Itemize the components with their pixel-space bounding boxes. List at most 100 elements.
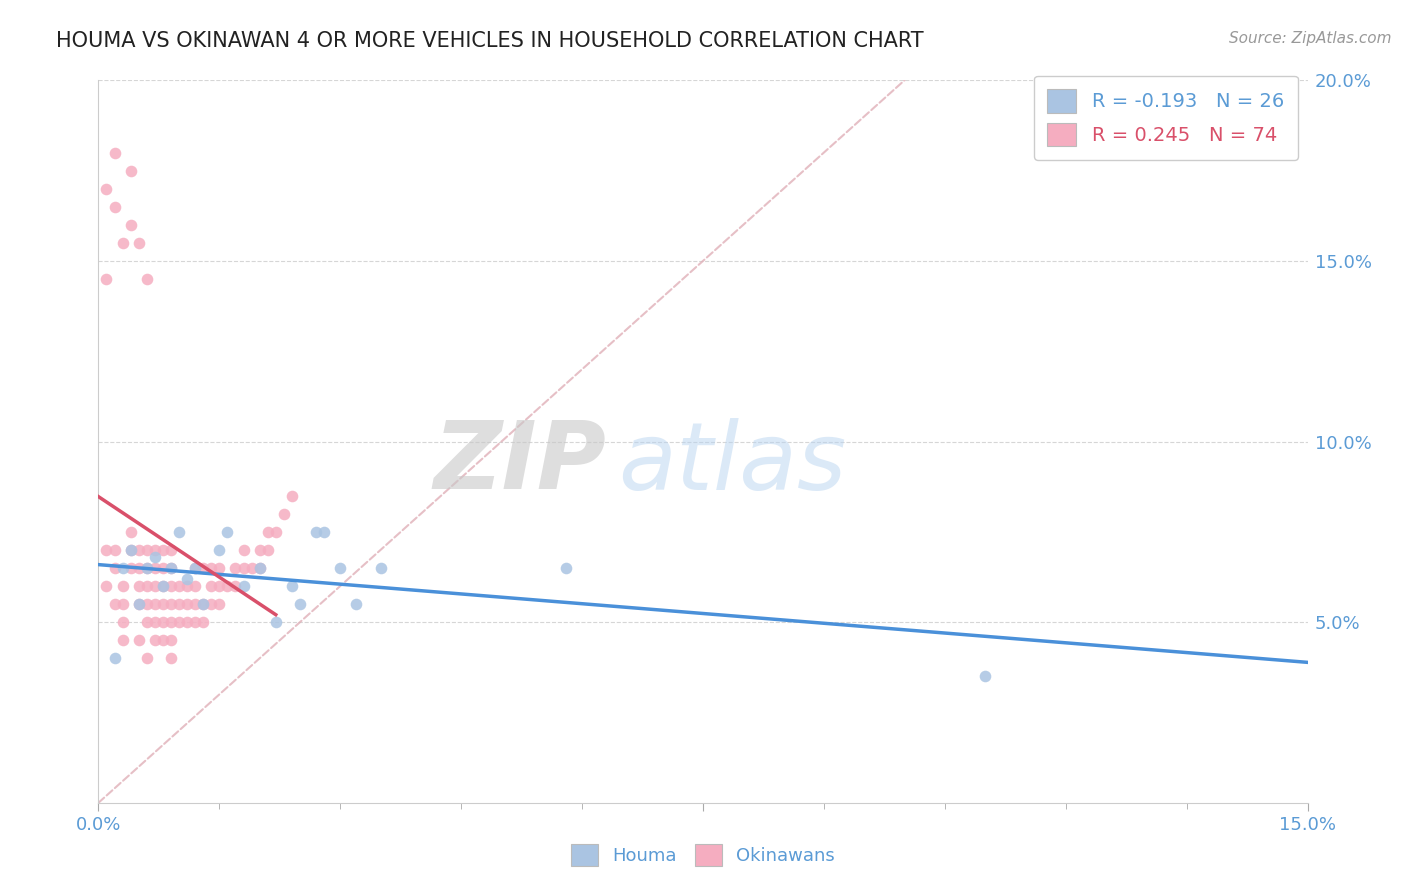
Point: [111, 597, 134, 611]
Point: [160, 542, 183, 557]
Point: [128, 597, 150, 611]
Point: [143, 615, 166, 630]
Point: [120, 163, 142, 178]
Point: [152, 542, 174, 557]
Point: [264, 615, 287, 630]
Point: [249, 542, 271, 557]
Point: [96, 182, 118, 196]
Point: [232, 579, 254, 593]
Point: [167, 615, 190, 630]
Point: [128, 542, 150, 557]
Point: [288, 597, 311, 611]
Text: atlas: atlas: [619, 417, 846, 508]
Point: [167, 579, 190, 593]
Point: [193, 615, 215, 630]
Point: [281, 579, 304, 593]
Point: [160, 579, 183, 593]
Point: [111, 561, 134, 575]
Point: [135, 615, 157, 630]
Point: [344, 597, 367, 611]
Point: [167, 597, 190, 611]
Point: [135, 272, 157, 286]
Point: [160, 597, 183, 611]
Point: [184, 597, 207, 611]
Point: [135, 579, 157, 593]
Point: [264, 524, 287, 539]
Point: [193, 597, 215, 611]
Point: [103, 542, 125, 557]
Point: [160, 633, 183, 648]
Point: [103, 651, 125, 665]
Point: [974, 669, 997, 683]
Point: [143, 579, 166, 593]
Point: [176, 615, 198, 630]
Point: [111, 615, 134, 630]
Point: [176, 597, 198, 611]
Point: [184, 615, 207, 630]
Text: ZIP: ZIP: [433, 417, 606, 509]
Point: [128, 561, 150, 575]
Point: [152, 615, 174, 630]
Point: [103, 145, 125, 160]
Point: [314, 524, 336, 539]
Point: [167, 524, 190, 539]
Point: [232, 561, 254, 575]
Point: [103, 597, 125, 611]
Point: [128, 235, 150, 250]
Point: [111, 235, 134, 250]
Point: [370, 561, 392, 575]
Point: [143, 633, 166, 648]
Point: [135, 542, 157, 557]
Point: [152, 561, 174, 575]
Point: [176, 579, 198, 593]
Point: [281, 489, 304, 503]
Point: [224, 579, 246, 593]
Point: [120, 542, 142, 557]
Point: [256, 524, 278, 539]
Point: [208, 542, 231, 557]
Point: [217, 579, 239, 593]
Point: [135, 561, 157, 575]
Point: [193, 597, 215, 611]
Point: [152, 597, 174, 611]
Point: [120, 524, 142, 539]
Legend: Houma, Okinawans: Houma, Okinawans: [564, 837, 842, 873]
Point: [135, 597, 157, 611]
Point: [555, 561, 578, 575]
Point: [256, 542, 278, 557]
Text: Source: ZipAtlas.com: Source: ZipAtlas.com: [1229, 31, 1392, 46]
Point: [96, 579, 118, 593]
Point: [111, 579, 134, 593]
Point: [232, 542, 254, 557]
Point: [96, 272, 118, 286]
Point: [249, 561, 271, 575]
Point: [200, 561, 222, 575]
Point: [240, 561, 263, 575]
Point: [135, 561, 157, 575]
Point: [160, 651, 183, 665]
Point: [217, 524, 239, 539]
Point: [273, 507, 295, 521]
Point: [200, 597, 222, 611]
Text: HOUMA VS OKINAWAN 4 OR MORE VEHICLES IN HOUSEHOLD CORRELATION CHART: HOUMA VS OKINAWAN 4 OR MORE VEHICLES IN …: [56, 31, 924, 51]
Point: [249, 561, 271, 575]
Point: [152, 579, 174, 593]
Point: [128, 597, 150, 611]
Point: [143, 561, 166, 575]
Point: [152, 579, 174, 593]
Point: [184, 561, 207, 575]
Point: [160, 615, 183, 630]
Point: [329, 561, 352, 575]
Point: [135, 651, 157, 665]
Point: [152, 633, 174, 648]
Point: [176, 572, 198, 586]
Point: [120, 561, 142, 575]
Point: [128, 633, 150, 648]
Point: [103, 200, 125, 214]
Point: [143, 597, 166, 611]
Point: [184, 561, 207, 575]
Point: [120, 542, 142, 557]
Point: [103, 561, 125, 575]
Point: [200, 579, 222, 593]
Point: [184, 579, 207, 593]
